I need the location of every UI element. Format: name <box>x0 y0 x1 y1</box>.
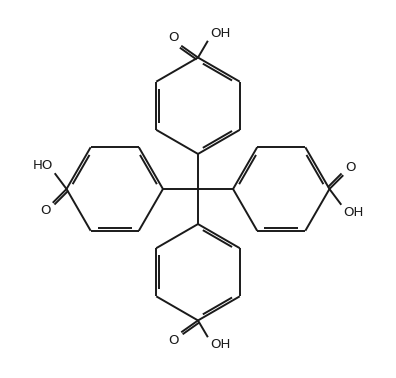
Text: OH: OH <box>210 27 230 40</box>
Text: HO: HO <box>32 159 53 172</box>
Text: O: O <box>169 334 179 347</box>
Text: OH: OH <box>210 338 230 351</box>
Text: O: O <box>345 161 356 174</box>
Text: OH: OH <box>343 206 364 219</box>
Text: O: O <box>40 204 51 217</box>
Text: O: O <box>169 31 179 44</box>
